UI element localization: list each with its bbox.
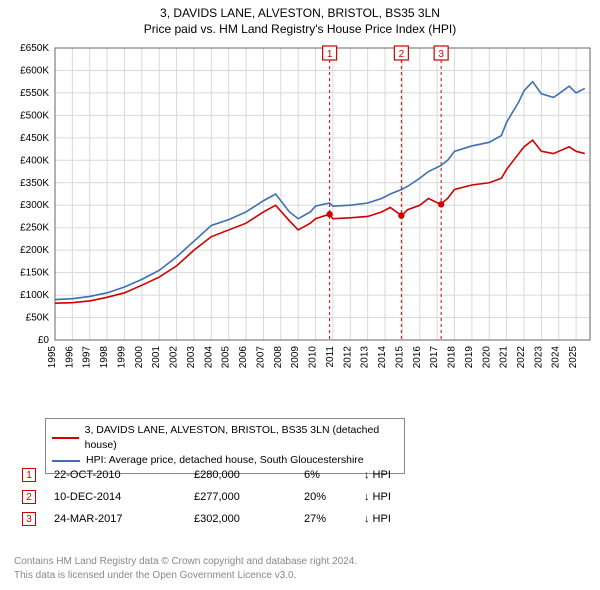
svg-text:2006: 2006 <box>238 346 249 369</box>
svg-text:2003: 2003 <box>186 346 197 369</box>
svg-text:1995: 1995 <box>47 346 58 369</box>
event-cells: 22-OCT-2010£280,0006%↓ HPI <box>54 469 424 481</box>
chart-area: £0 £50K £100K £150K £200K £250K £300K £350K £400… <box>0 40 600 395</box>
svg-text:1997: 1997 <box>82 346 93 369</box>
chart-container: 3, DAVIDS LANE, ALVESTON, BRISTOL, BS35 … <box>0 0 600 590</box>
svg-text:2001: 2001 <box>151 346 162 369</box>
svg-text:£150K: £150K <box>20 268 49 279</box>
event-date: 10-DEC-2014 <box>54 491 194 503</box>
svg-text:2015: 2015 <box>394 346 405 369</box>
legend-swatch <box>52 460 80 462</box>
svg-text:£400K: £400K <box>20 155 49 166</box>
event-pct: 27% <box>304 513 364 525</box>
event-price: £277,000 <box>194 491 304 503</box>
svg-text:2010: 2010 <box>308 346 319 369</box>
chart-title-line1: 3, DAVIDS LANE, ALVESTON, BRISTOL, BS35 … <box>0 0 600 20</box>
svg-text:2005: 2005 <box>221 346 232 369</box>
svg-text:£0: £0 <box>38 335 50 346</box>
svg-text:2020: 2020 <box>481 346 492 369</box>
svg-text:£250K: £250K <box>20 223 49 234</box>
svg-text:2008: 2008 <box>273 346 284 369</box>
legend-swatch <box>52 437 79 439</box>
svg-text:2021: 2021 <box>499 346 510 369</box>
svg-text:1998: 1998 <box>99 346 110 369</box>
svg-text:2013: 2013 <box>360 346 371 369</box>
event-price: £280,000 <box>194 469 304 481</box>
svg-text:2016: 2016 <box>412 346 423 369</box>
svg-text:2: 2 <box>399 49 405 60</box>
svg-text:2011: 2011 <box>325 346 336 368</box>
chart-svg: £0 £50K £100K £150K £200K £250K £300K £350K £400… <box>0 40 600 420</box>
svg-text:£500K: £500K <box>20 110 49 121</box>
event-cells: 24-MAR-2017£302,00027%↓ HPI <box>54 513 424 525</box>
event-dir: ↓ HPI <box>364 469 424 481</box>
svg-text:£650K: £650K <box>20 43 49 54</box>
event-marker: 2 <box>22 490 36 504</box>
svg-text:2024: 2024 <box>551 346 562 369</box>
svg-text:2014: 2014 <box>377 346 388 369</box>
event-date: 22-OCT-2010 <box>54 469 194 481</box>
svg-text:£100K: £100K <box>20 290 49 301</box>
footer-line1: Contains HM Land Registry data © Crown c… <box>14 555 586 569</box>
svg-text:2012: 2012 <box>342 346 353 369</box>
svg-text:2002: 2002 <box>169 346 180 369</box>
footer-line2: This data is licensed under the Open Gov… <box>14 569 586 583</box>
svg-text:£600K: £600K <box>20 65 49 76</box>
svg-text:2007: 2007 <box>255 346 266 369</box>
event-dir: ↓ HPI <box>364 491 424 503</box>
svg-text:1996: 1996 <box>64 346 75 369</box>
event-dir: ↓ HPI <box>364 513 424 525</box>
event-date: 24-MAR-2017 <box>54 513 194 525</box>
svg-text:1: 1 <box>327 49 333 60</box>
svg-text:£50K: £50K <box>26 313 50 324</box>
event-pct: 6% <box>304 469 364 481</box>
legend-item: 3, DAVIDS LANE, ALVESTON, BRISTOL, BS35 … <box>52 423 398 453</box>
event-pct: 20% <box>304 491 364 503</box>
event-marker: 3 <box>22 512 36 526</box>
svg-text:2023: 2023 <box>533 346 544 369</box>
chart-title-line2: Price paid vs. HM Land Registry's House … <box>0 20 600 36</box>
event-row: 2 10-DEC-2014£277,00020%↓ HPI <box>22 486 582 508</box>
legend-label: 3, DAVIDS LANE, ALVESTON, BRISTOL, BS35 … <box>85 423 398 453</box>
svg-text:1999: 1999 <box>116 346 127 369</box>
event-row: 1 22-OCT-2010£280,0006%↓ HPI <box>22 464 582 486</box>
event-row: 3 24-MAR-2017£302,00027%↓ HPI <box>22 508 582 530</box>
svg-text:£450K: £450K <box>20 133 49 144</box>
svg-text:2018: 2018 <box>447 346 458 369</box>
svg-text:£200K: £200K <box>20 245 49 256</box>
svg-text:2004: 2004 <box>203 346 214 369</box>
event-marker: 1 <box>22 468 36 482</box>
svg-text:2017: 2017 <box>429 346 440 369</box>
footer: Contains HM Land Registry data © Crown c… <box>14 555 586 582</box>
events-table: 122-OCT-2010£280,0006%↓ HPI210-DEC-2014£… <box>22 464 582 530</box>
svg-text:2009: 2009 <box>290 346 301 369</box>
svg-text:2000: 2000 <box>134 346 145 369</box>
svg-text:2022: 2022 <box>516 346 527 369</box>
svg-text:£350K: £350K <box>20 178 49 189</box>
svg-text:2025: 2025 <box>568 346 579 369</box>
svg-text:3: 3 <box>438 49 444 60</box>
svg-text:£550K: £550K <box>20 88 49 99</box>
event-price: £302,000 <box>194 513 304 525</box>
svg-text:2019: 2019 <box>464 346 475 369</box>
svg-text:£300K: £300K <box>20 200 49 211</box>
event-cells: 10-DEC-2014£277,00020%↓ HPI <box>54 491 424 503</box>
